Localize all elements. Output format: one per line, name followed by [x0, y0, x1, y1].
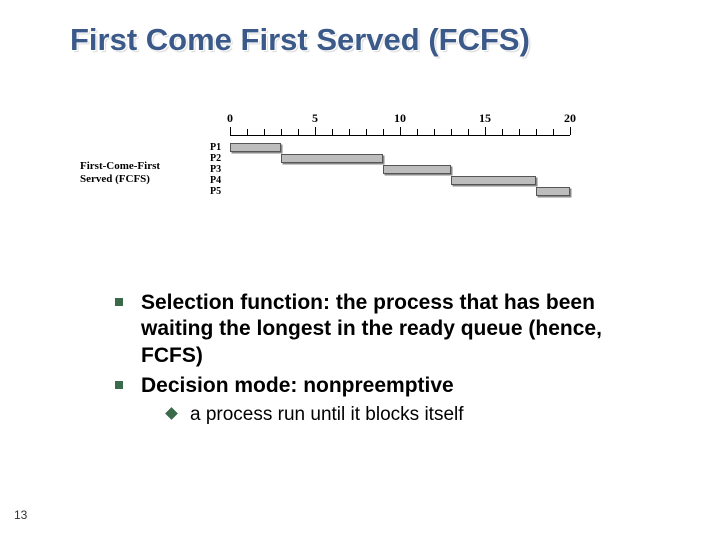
chart-label-line1: First-Come-First [80, 160, 160, 172]
gantt-bar [451, 176, 536, 185]
tick-minor [349, 129, 350, 135]
tick-minor [519, 129, 520, 135]
axis-number: 10 [394, 111, 406, 126]
tick-minor [264, 129, 265, 135]
list-item: Selection function: the process that has… [115, 290, 665, 369]
process-label: P2 [210, 153, 221, 164]
axis-number: 5 [312, 111, 318, 126]
axis-number: 0 [227, 111, 233, 126]
tick-minor [332, 129, 333, 135]
chart-label: First-Come-First Served (FCFS) [80, 160, 160, 185]
tick-major [400, 127, 401, 135]
process-label: P4 [210, 175, 221, 186]
tick-minor [536, 129, 537, 135]
page-title: First Come First Served (FCFS) [70, 22, 530, 58]
process-label: P3 [210, 164, 221, 175]
axis-number: 15 [479, 111, 491, 126]
chart-label-line2: Served (FCFS) [80, 173, 150, 185]
diamond-bullet-icon [165, 407, 178, 420]
bullet-list: Selection function: the process that has… [115, 290, 665, 427]
axis-number: 20 [564, 111, 576, 126]
tick-major [315, 127, 316, 135]
gantt-bar [281, 154, 383, 163]
gantt-bar [536, 187, 570, 196]
sub-list-item: a process run until it blocks itself [167, 403, 665, 427]
tick-major [485, 127, 486, 135]
gantt-bar [383, 165, 451, 174]
tick-minor [281, 129, 282, 135]
tick-minor [468, 129, 469, 135]
tick-minor [366, 129, 367, 135]
tick-major [570, 127, 571, 135]
process-label: P1 [210, 142, 221, 153]
bullet-text: Selection function: the process that has… [141, 290, 665, 369]
tick-minor [247, 129, 248, 135]
tick-minor [553, 129, 554, 135]
bullet-text: Decision mode: nonpreemptive [141, 373, 454, 399]
page-number: 13 [14, 508, 27, 522]
list-item: Decision mode: nonpreemptive [115, 373, 665, 399]
tick-major [230, 127, 231, 135]
square-bullet-icon [115, 298, 123, 306]
gantt-bar [230, 143, 281, 152]
tick-minor [434, 129, 435, 135]
tick-minor [383, 129, 384, 135]
tick-minor [451, 129, 452, 135]
square-bullet-icon [115, 381, 123, 389]
process-label: P5 [210, 186, 221, 197]
tick-minor [502, 129, 503, 135]
tick-minor [298, 129, 299, 135]
gantt-chart: First-Come-First Served (FCFS) 05101520 … [80, 115, 640, 235]
sub-bullet-text: a process run until it blocks itself [190, 403, 464, 427]
axis-baseline [230, 135, 570, 136]
tick-minor [417, 129, 418, 135]
